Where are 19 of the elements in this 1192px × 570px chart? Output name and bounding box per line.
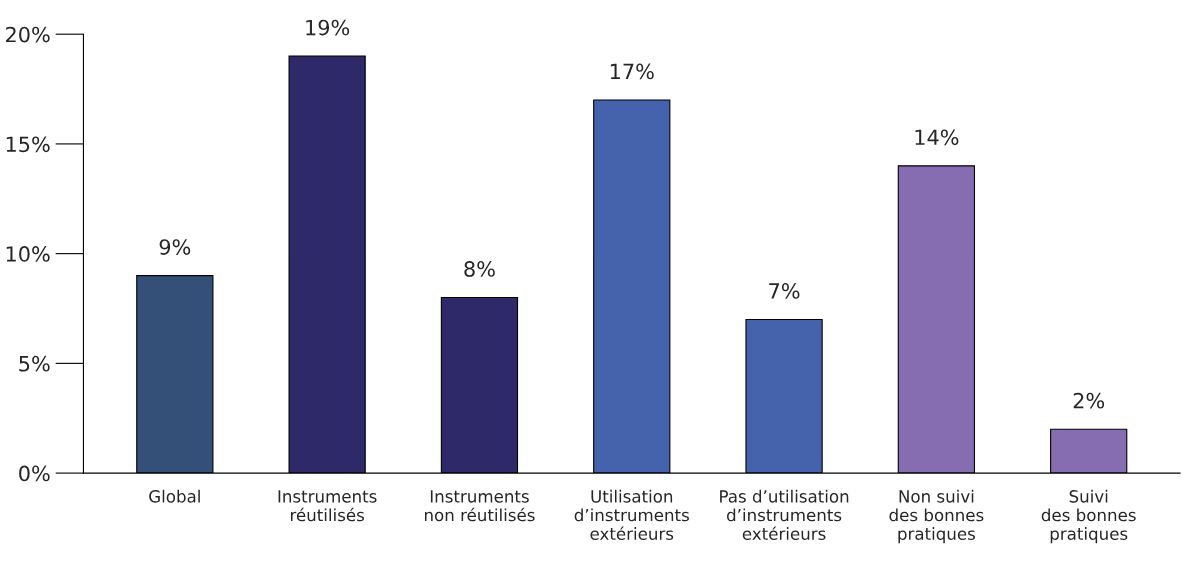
- x-tick-label: Utilisation d’instruments extérieurs: [574, 489, 689, 540]
- y-tick-label: 0%: [19, 465, 50, 482]
- data-label: 8%: [464, 261, 495, 277]
- x-tick-label: Non suivi des bonnes pratiques: [889, 489, 984, 544]
- data-label: 7%: [769, 283, 800, 299]
- x-tick-label: Suivi des bonnes pratiques: [1041, 489, 1136, 544]
- x-tick-label: Instruments non réutilisés: [424, 490, 535, 522]
- y-tick-label: 5%: [19, 355, 50, 372]
- data-label: 14%: [915, 129, 959, 146]
- x-tick-label: Global: [149, 489, 200, 503]
- data-label: 17%: [610, 63, 654, 80]
- y-tick-label: 10%: [6, 246, 50, 262]
- y-tick-label: 15%: [6, 136, 50, 153]
- data-label: 9%: [159, 239, 191, 255]
- data-label: 19%: [306, 19, 350, 36]
- x-tick-label: Instruments réutilisés: [278, 490, 377, 522]
- data-label: 2%: [1073, 392, 1105, 409]
- y-tick-label: 20%: [6, 26, 50, 43]
- x-tick-label: Pas d’utilisation d’instruments extérieurs: [720, 489, 849, 540]
